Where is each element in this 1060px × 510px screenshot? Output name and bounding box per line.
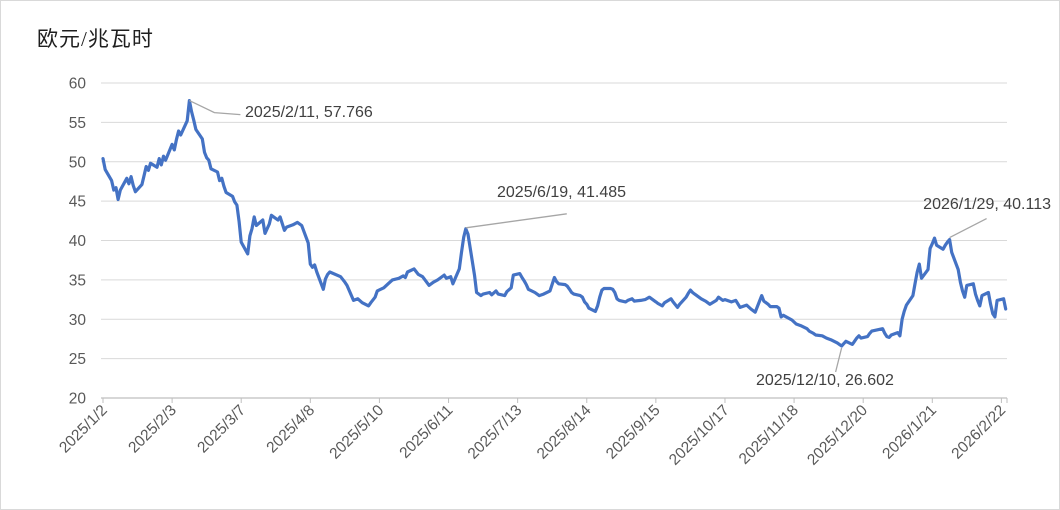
y-axis-tick-label: 25	[69, 351, 86, 368]
x-axis-tick-label: 2025/2/3	[125, 402, 180, 457]
x-axis-tick-label: 2025/10/17	[666, 402, 733, 469]
y-axis-tick-label: 50	[69, 154, 87, 171]
x-axis-tick-label: 2025/6/11	[396, 402, 456, 462]
x-axis-tick-label: 2025/3/7	[194, 402, 249, 457]
x-axis-tick-label: 2025/8/14	[534, 402, 595, 463]
annotation-june-peak-label: 2025/6/19, 41.485	[497, 184, 627, 201]
x-axis-tick-label: 2025/9/15	[603, 402, 664, 463]
price-series-line	[101, 98, 1008, 348]
y-axis-tick-label: 60	[69, 76, 87, 93]
x-axis-tick-label: 2025/7/13	[465, 402, 526, 463]
annotation-leader-line	[189, 100, 241, 116]
y-axis-tick-label: 20	[69, 391, 87, 408]
x-axis-tick-label: 2025/4/8	[263, 402, 318, 457]
y-axis-tick-label: 40	[69, 233, 87, 250]
annotation-leader-line	[465, 213, 567, 229]
annotation-max-label: 2025/2/11, 57.766	[245, 104, 373, 121]
x-axis-tick-label: 2026/2/22	[948, 402, 1009, 463]
annotation-min-label: 2025/12/10, 26.602	[756, 372, 894, 389]
y-axis-tick-label: 45	[69, 194, 86, 211]
x-axis-tick-label: 2025/12/20	[804, 402, 871, 469]
annotation-leader-line	[834, 347, 843, 373]
y-axis-tick-label: 55	[69, 115, 86, 132]
y-axis-tick-label: 35	[69, 272, 86, 289]
x-axis-tick-label: 2025/1/2	[56, 402, 111, 457]
y-axis-tick-label: 30	[69, 312, 87, 329]
axis-title: 欧元/兆瓦时	[37, 27, 154, 51]
annotation-jan-peak-label: 2026/1/29, 40.113	[923, 196, 1051, 213]
annotation-leader-line	[949, 218, 987, 239]
x-axis-tick-label: 2025/11/18	[736, 402, 802, 468]
x-axis-tick-label: 2026/1/21	[879, 402, 940, 463]
x-axis-tick-label: 2025/5/10	[326, 402, 387, 463]
